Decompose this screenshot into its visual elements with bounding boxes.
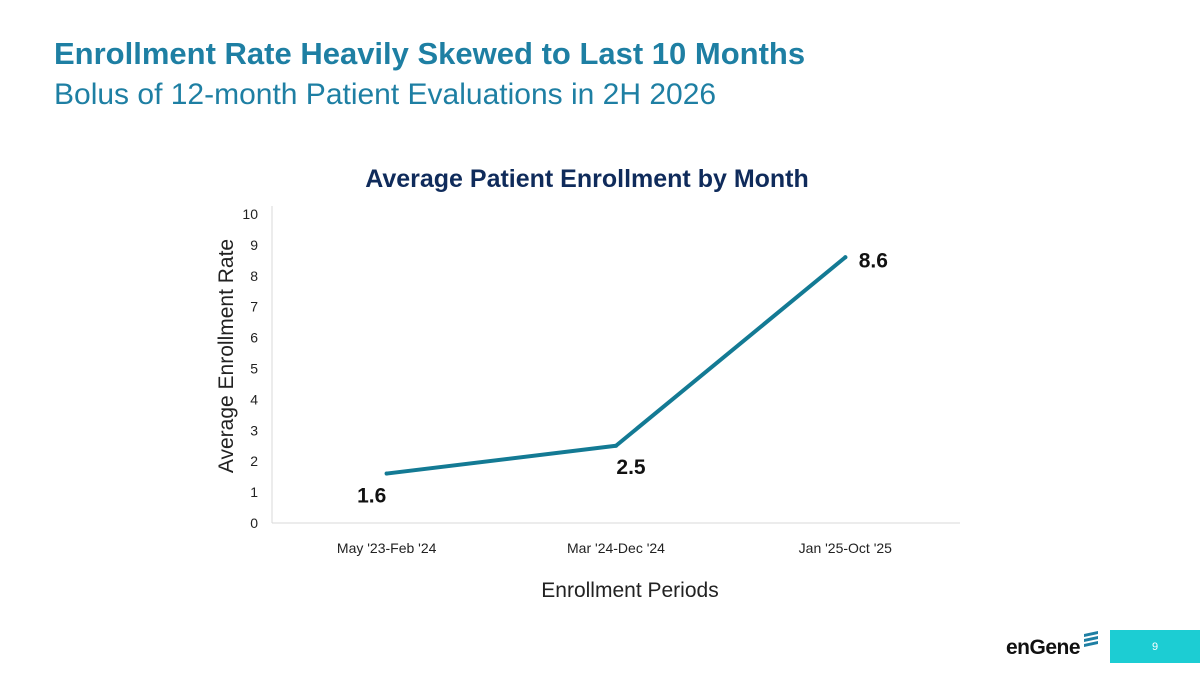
data-label: 1.6 xyxy=(357,485,386,508)
x-tick-label: Mar '24-Dec '24 xyxy=(567,540,665,556)
x-tick-label: Jan '25-Oct '25 xyxy=(799,540,892,556)
series-group xyxy=(384,255,848,476)
data-label: 2.5 xyxy=(616,456,646,479)
y-axis-title: Average Enrollment Rate xyxy=(215,239,238,473)
y-tick-label: 7 xyxy=(250,299,258,315)
chart-title: Average Patient Enrollment by Month xyxy=(365,165,809,193)
y-tick-label: 8 xyxy=(250,268,258,284)
y-tick-label: 10 xyxy=(242,206,258,222)
y-tick-label: 1 xyxy=(250,484,258,500)
y-tick-label: 0 xyxy=(250,515,258,531)
page-number-box: 9 xyxy=(1110,630,1200,663)
y-tick-labels: 0 1 2 3 4 5 6 7 8 9 10 xyxy=(242,206,258,531)
data-point xyxy=(384,471,389,476)
x-tick-labels: May '23-Feb '24 Mar '24-Dec '24 Jan '25-Oc… xyxy=(337,540,892,556)
logo-stripes-icon xyxy=(1084,631,1099,647)
series-line xyxy=(384,255,848,476)
x-axis-title: Enrollment Periods xyxy=(541,579,718,602)
data-labels: 1.6 2.5 8.6 xyxy=(357,249,888,507)
y-tick-label: 2 xyxy=(250,453,258,469)
y-tick-label: 9 xyxy=(250,237,258,253)
slide-subtitle: Bolus of 12-month Patient Evaluations in… xyxy=(54,78,717,111)
y-tick-label: 5 xyxy=(250,361,258,377)
data-point xyxy=(614,443,618,448)
data-label: 8.6 xyxy=(859,249,888,272)
logo-wordmark: enGene xyxy=(1006,636,1081,659)
page-number: 9 xyxy=(1151,640,1159,653)
data-point xyxy=(843,255,848,260)
y-tick-label: 6 xyxy=(250,330,258,346)
y-tick-label: 3 xyxy=(250,422,258,438)
engene-logo: enGene xyxy=(1006,631,1100,660)
y-tick-label: 4 xyxy=(250,391,258,407)
x-tick-label: May '23-Feb '24 xyxy=(337,540,437,556)
slide-title: Enrollment Rate Heavily Skewed to Last 1… xyxy=(54,36,806,71)
